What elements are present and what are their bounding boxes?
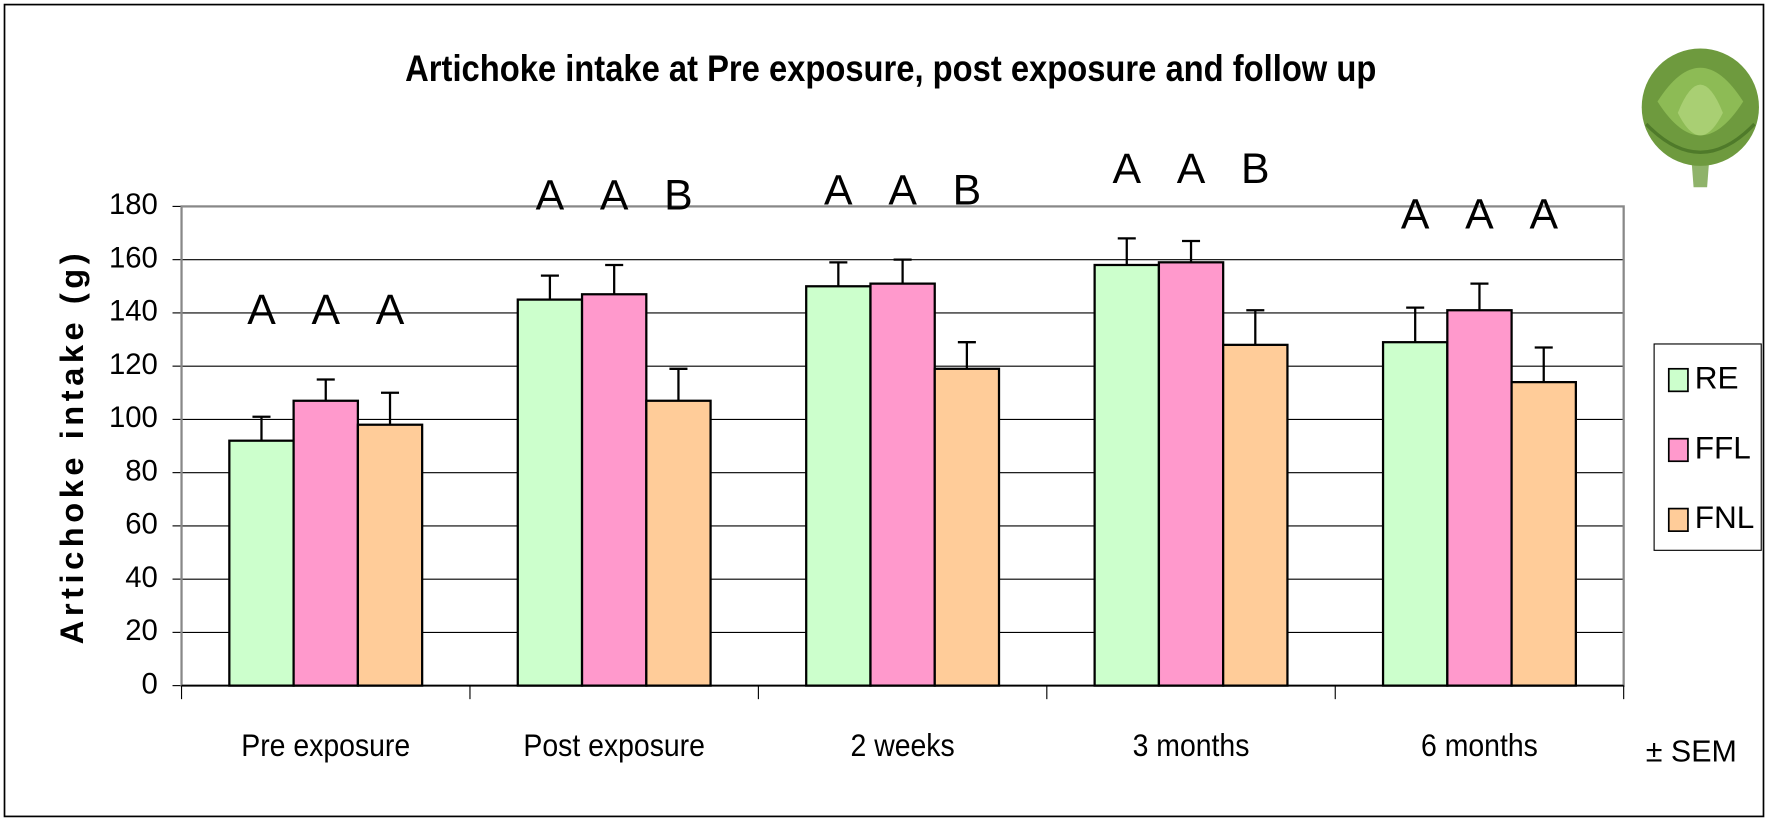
significance-letter: A — [1401, 190, 1430, 238]
chart-title: Artichoke intake at Pre exposure, post e… — [405, 48, 1376, 89]
significance-letter: A — [536, 172, 565, 220]
significance-letter: A — [311, 286, 340, 334]
legend-swatch — [1669, 509, 1688, 532]
chart: Artichoke intake at Pre exposure, post e… — [0, 0, 1768, 821]
bar — [1159, 262, 1223, 685]
bar — [1383, 342, 1447, 685]
legend-swatch — [1669, 439, 1688, 462]
y-tick-label: 0 — [142, 667, 158, 700]
y-tick-label: 80 — [125, 454, 158, 487]
bar — [229, 441, 293, 686]
significance-letter: A — [824, 166, 853, 214]
bar — [806, 286, 870, 685]
bar — [582, 294, 646, 685]
bar — [1095, 265, 1159, 686]
significance-letter: A — [1529, 190, 1558, 238]
significance-letter: A — [600, 172, 629, 220]
bar — [358, 425, 422, 686]
significance-letter: A — [247, 286, 276, 334]
y-tick-label: 160 — [109, 241, 158, 274]
x-tick-label: Pre exposure — [241, 729, 410, 764]
bar — [1447, 310, 1511, 685]
bar — [518, 300, 582, 686]
significance-letter: A — [376, 286, 405, 334]
y-axis-label: Artichoke intake (g) — [53, 249, 90, 644]
y-tick-label: 140 — [109, 295, 158, 328]
legend-label: RE — [1695, 359, 1739, 395]
legend-label: FNL — [1695, 499, 1755, 535]
bar — [646, 401, 710, 686]
y-tick-label: 60 — [125, 508, 158, 541]
x-tick-label: 2 weeks — [851, 729, 955, 764]
significance-letter: B — [953, 166, 982, 214]
x-tick-label: 3 months — [1133, 729, 1250, 764]
y-tick-label: 100 — [109, 401, 158, 434]
y-tick-label: 180 — [109, 188, 158, 221]
significance-letter: A — [1465, 190, 1494, 238]
significance-letter: A — [1177, 145, 1206, 193]
y-tick-label: 40 — [125, 561, 158, 594]
significance-letter: B — [1241, 145, 1270, 193]
y-tick-label: 120 — [109, 348, 158, 381]
legend-swatch — [1669, 369, 1688, 392]
bar — [1223, 345, 1287, 686]
significance-letter: A — [888, 166, 917, 214]
significance-letter: B — [664, 172, 693, 220]
y-tick-label: 20 — [125, 614, 158, 647]
bar — [935, 369, 999, 686]
x-tick-label: Post exposure — [523, 729, 705, 764]
legend-label: FFL — [1695, 429, 1751, 465]
bar — [294, 401, 358, 686]
bar — [1512, 382, 1576, 685]
x-tick-label: 6 months — [1421, 729, 1538, 764]
significance-letter: A — [1112, 145, 1141, 193]
note: ± SEM — [1646, 734, 1737, 768]
bar — [870, 284, 934, 686]
